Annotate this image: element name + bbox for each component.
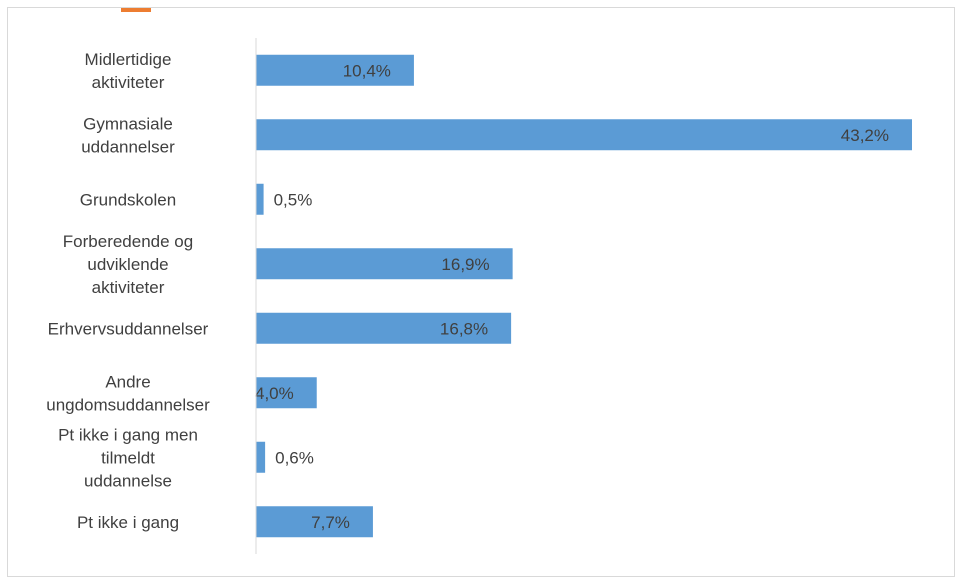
bar <box>256 183 264 215</box>
bar <box>256 377 317 409</box>
category-label-line: Grundskolen <box>80 190 176 209</box>
category-label: Pt ikke i gang men tilmeldt uddannelse <box>58 425 198 490</box>
data-label: 16,9% <box>441 255 489 274</box>
data-label: 10,4% <box>343 61 391 80</box>
category-label: Pt ikke i gang <box>77 513 179 532</box>
title-accent-fragment <box>121 8 151 12</box>
category-label: Andre ungdomsuddannelser <box>46 372 210 414</box>
category-label-line: udviklende <box>87 255 168 274</box>
data-label: 43,2% <box>841 126 889 145</box>
data-label: 4,0% <box>255 384 294 403</box>
bars-group <box>256 54 912 538</box>
category-label-line: Forberedende og <box>63 232 193 251</box>
data-label: 16,8% <box>440 319 488 338</box>
chart-frame: Midlertidige aktiviteter Gymnasiale uddanne… <box>7 7 955 577</box>
category-labels-group: Midlertidige aktiviteter Gymnasiale uddanne… <box>46 50 210 532</box>
data-labels-group: 10,4% 43,2% 0,5% 16,9% 16,8% 4,0% 0,6% 7,7% <box>255 61 889 532</box>
category-label-line: Erhvervsuddannelser <box>48 319 209 338</box>
category-label-line: Andre <box>105 372 150 391</box>
bar <box>256 441 266 473</box>
bar <box>256 506 373 538</box>
category-label-line: Pt ikke i gang men <box>58 425 198 444</box>
category-label: Forberedende og udviklende aktiviteter <box>63 232 193 297</box>
data-label: 7,7% <box>311 513 350 532</box>
category-label-line: tilmeldt <box>101 448 155 467</box>
category-label-line: ungdomsuddannelser <box>46 395 210 414</box>
bar-chart: Midlertidige aktiviteter Gymnasiale uddanne… <box>46 38 912 554</box>
bar <box>256 119 912 151</box>
bar <box>256 312 512 344</box>
category-label-line: Pt ikke i gang <box>77 513 179 532</box>
category-label: Gymnasiale uddannelser <box>81 114 175 156</box>
category-label-line: Midlertidige <box>85 50 172 69</box>
category-label-line: uddannelser <box>81 137 175 156</box>
category-label-line: aktiviteter <box>92 73 165 92</box>
data-label: 0,5% <box>274 190 313 209</box>
data-label: 0,6% <box>275 448 314 467</box>
category-label: Grundskolen <box>80 190 176 209</box>
category-label-line: uddannelse <box>84 471 172 490</box>
category-label-line: Gymnasiale <box>83 114 173 133</box>
bar <box>256 54 414 86</box>
category-label-line: aktiviteter <box>92 278 165 297</box>
category-label: Midlertidige aktiviteter <box>85 50 172 92</box>
bar <box>256 248 513 280</box>
category-label: Erhvervsuddannelser <box>48 319 209 338</box>
